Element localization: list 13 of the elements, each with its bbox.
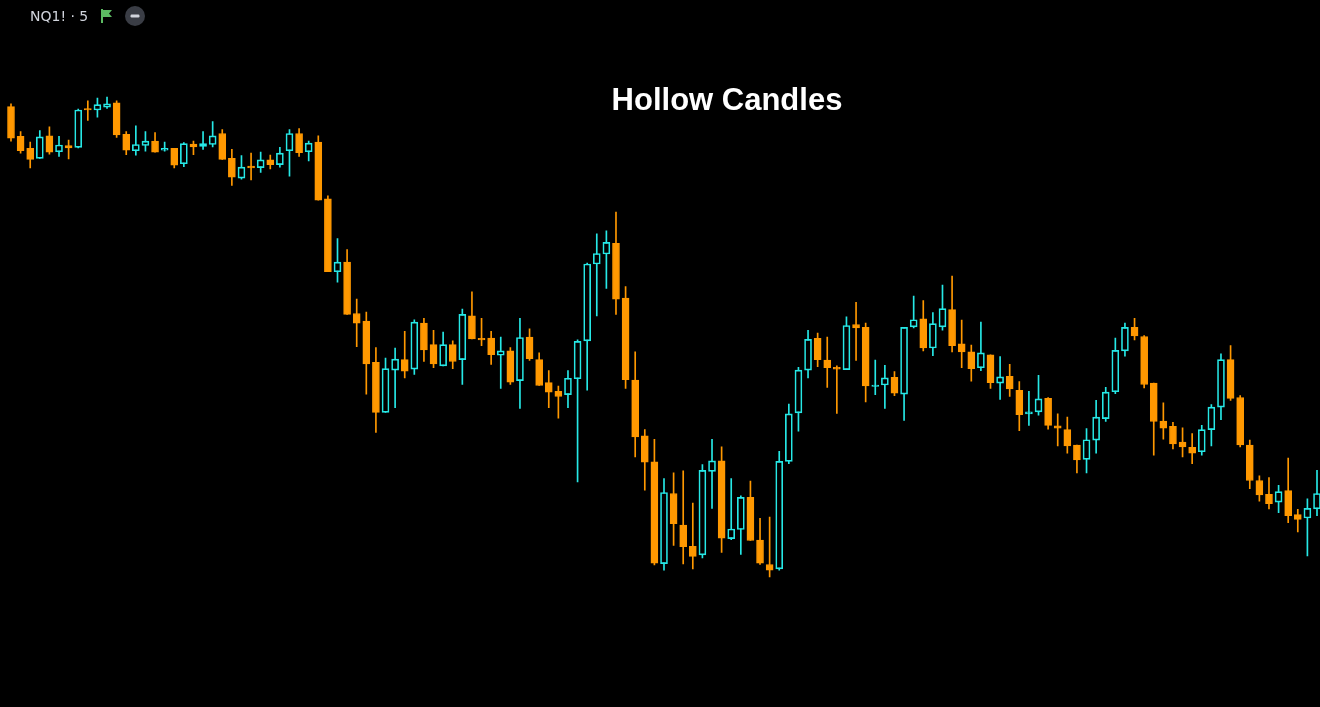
candlestick (352, 298, 361, 347)
chart-subtitle: NQ1! · 5 (30, 8, 89, 24)
chart-title: Hollow Candles (611, 82, 843, 118)
candlestick (83, 100, 92, 121)
candlestick (1188, 433, 1196, 465)
candlestick (688, 502, 697, 570)
candlestick (400, 330, 409, 379)
candlestick (823, 336, 832, 388)
candlestick (852, 302, 860, 361)
candlestick (679, 470, 688, 565)
candlestick (1053, 413, 1062, 447)
candlestick (833, 365, 841, 414)
candlestick (957, 319, 966, 369)
